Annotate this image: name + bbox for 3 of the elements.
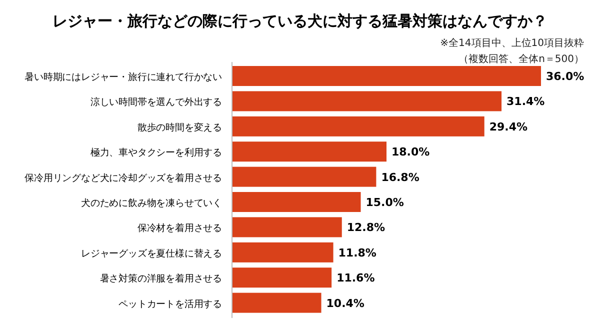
title: レジャー・旅行などの際に行っている犬に対する猛暑対策はなんですか？ xyxy=(52,12,548,30)
annotation: （複数回答、全体n＝500） xyxy=(458,54,584,65)
annotation: ※全14項目中、上位10項目抜粋 xyxy=(440,38,584,49)
